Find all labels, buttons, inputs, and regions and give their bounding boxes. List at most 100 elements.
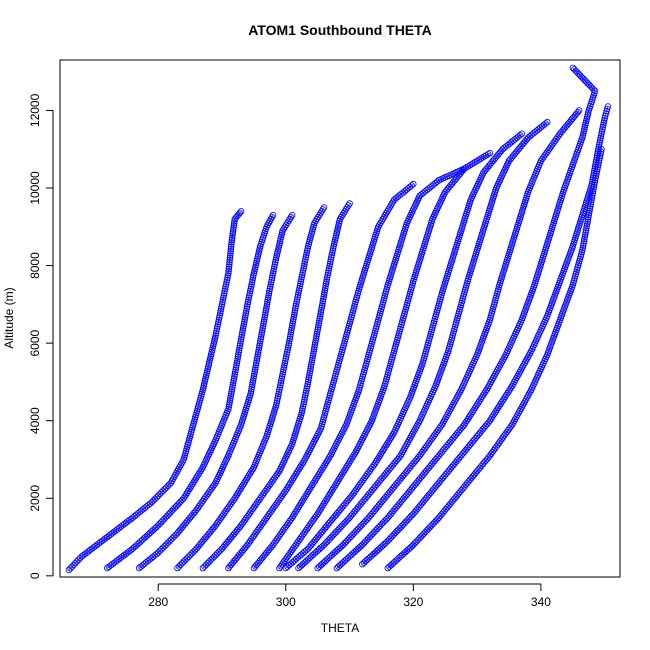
data-point <box>326 454 333 461</box>
data-point <box>312 337 319 344</box>
data-point <box>258 329 266 336</box>
data-point <box>225 401 233 408</box>
data-point <box>227 247 234 255</box>
data-point <box>330 245 337 252</box>
data-point <box>323 496 330 503</box>
data-point <box>224 274 231 281</box>
data-point <box>251 366 259 373</box>
data-point <box>344 461 352 468</box>
y-tick-label: 8000 <box>28 252 42 279</box>
data-point <box>294 505 301 512</box>
data-point <box>195 471 202 478</box>
data-point <box>584 216 592 223</box>
data-point <box>481 153 488 160</box>
data-point <box>326 260 334 268</box>
data-point <box>156 547 163 555</box>
data-point <box>229 379 237 387</box>
data-point <box>585 214 592 221</box>
data-point <box>263 305 270 312</box>
data-point <box>243 305 250 312</box>
data-point <box>245 294 253 301</box>
data-point <box>67 565 74 572</box>
data-points <box>65 64 612 574</box>
data-point <box>596 152 604 160</box>
profile-3 <box>135 211 296 572</box>
data-point <box>299 271 306 279</box>
data-point <box>225 265 232 273</box>
data-point <box>261 314 268 321</box>
data-point <box>317 505 325 512</box>
data-point <box>321 461 328 468</box>
profile-2 <box>103 211 277 572</box>
data-point <box>230 226 237 233</box>
chart-title: ATOM1 Southbound THETA <box>248 22 432 38</box>
data-point <box>242 309 250 317</box>
x-tick-label: 320 <box>403 595 423 609</box>
data-point <box>323 278 330 285</box>
data-point <box>599 123 607 131</box>
data-point <box>228 239 235 246</box>
data-point <box>306 370 313 377</box>
data-point <box>230 377 237 384</box>
data-point <box>589 190 596 197</box>
data-point <box>580 238 588 245</box>
profile-14 <box>384 145 605 572</box>
data-point <box>232 493 240 500</box>
data-point <box>317 311 324 318</box>
data-point <box>319 300 326 307</box>
data-point <box>187 484 194 491</box>
data-point <box>291 311 298 318</box>
data-point <box>237 338 244 345</box>
data-point <box>518 130 525 137</box>
data-point <box>574 108 581 116</box>
data-point <box>73 558 81 565</box>
data-point <box>247 469 254 476</box>
data-point <box>303 385 310 392</box>
y-axis-label: Altitude (m) <box>2 287 16 348</box>
data-point <box>312 335 320 342</box>
data-point <box>166 538 173 545</box>
data-point <box>201 563 208 570</box>
data-point <box>584 218 591 225</box>
data-point <box>582 231 589 238</box>
data-point <box>468 160 475 168</box>
data-point <box>477 155 484 162</box>
data-point <box>230 222 238 229</box>
data-point <box>291 472 298 480</box>
data-point <box>349 454 356 461</box>
data-point <box>223 279 230 286</box>
data-point <box>256 340 264 347</box>
data-point <box>321 289 328 296</box>
data-point <box>465 414 473 421</box>
data-point <box>279 371 286 378</box>
data-point <box>308 359 315 366</box>
data-point <box>464 163 472 170</box>
data-point <box>388 432 396 440</box>
x-axis-label: THETA <box>321 621 359 635</box>
data-point <box>271 261 279 268</box>
data-point <box>217 305 225 312</box>
data-point <box>586 205 594 212</box>
data-point <box>237 485 244 493</box>
data-point <box>233 362 240 369</box>
data-point <box>251 370 258 378</box>
data-point <box>262 309 269 316</box>
data-point <box>159 487 167 494</box>
data-point <box>304 380 311 388</box>
data-point <box>232 366 239 373</box>
data-point <box>309 481 316 488</box>
data-point <box>317 308 325 316</box>
data-point <box>323 276 330 283</box>
data-point <box>225 267 232 275</box>
data-point <box>243 307 250 315</box>
data-point <box>327 256 335 263</box>
data-point <box>255 346 262 354</box>
y-tick-label: 4000 <box>28 407 42 434</box>
data-point <box>296 282 304 290</box>
data-point <box>252 364 259 371</box>
data-point <box>596 154 603 162</box>
data-point <box>584 220 591 228</box>
data-point <box>229 381 236 389</box>
data-point <box>235 347 243 354</box>
data-point <box>325 492 333 499</box>
